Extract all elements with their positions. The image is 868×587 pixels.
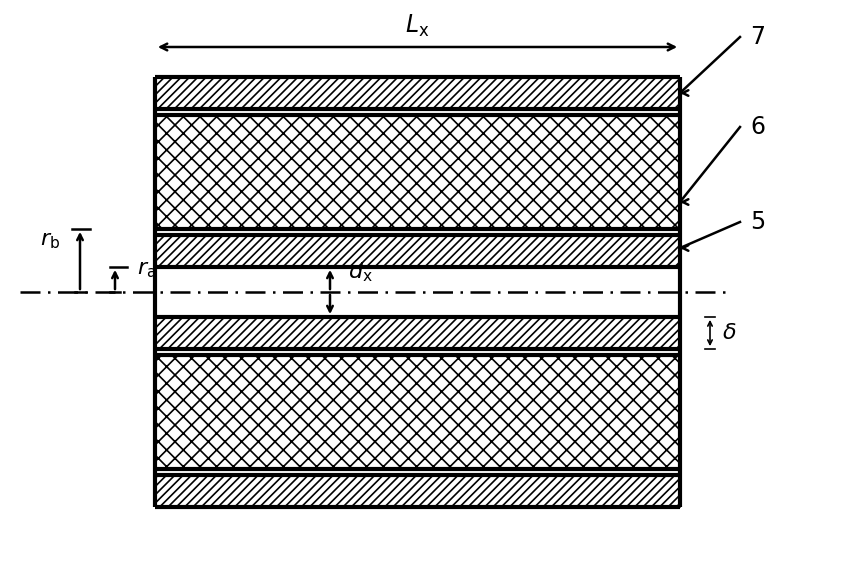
- Bar: [155, 355, 680, 469]
- Text: 6: 6: [750, 115, 765, 139]
- Text: $L_{\mathrm{x}}$: $L_{\mathrm{x}}$: [405, 13, 430, 39]
- Bar: [155, 115, 680, 229]
- Bar: [155, 235, 680, 267]
- Text: 7: 7: [750, 25, 765, 49]
- Bar: [155, 77, 680, 109]
- Text: $r_{\mathrm{b}}$: $r_{\mathrm{b}}$: [40, 231, 60, 251]
- Text: $\delta$: $\delta$: [722, 323, 737, 343]
- Text: 5: 5: [750, 210, 766, 234]
- Text: $r_{\mathrm{a}}$: $r_{\mathrm{a}}$: [137, 259, 156, 279]
- Bar: [155, 317, 680, 349]
- Text: $d_{\mathrm{x}}$: $d_{\mathrm{x}}$: [348, 261, 372, 284]
- Bar: [155, 475, 680, 507]
